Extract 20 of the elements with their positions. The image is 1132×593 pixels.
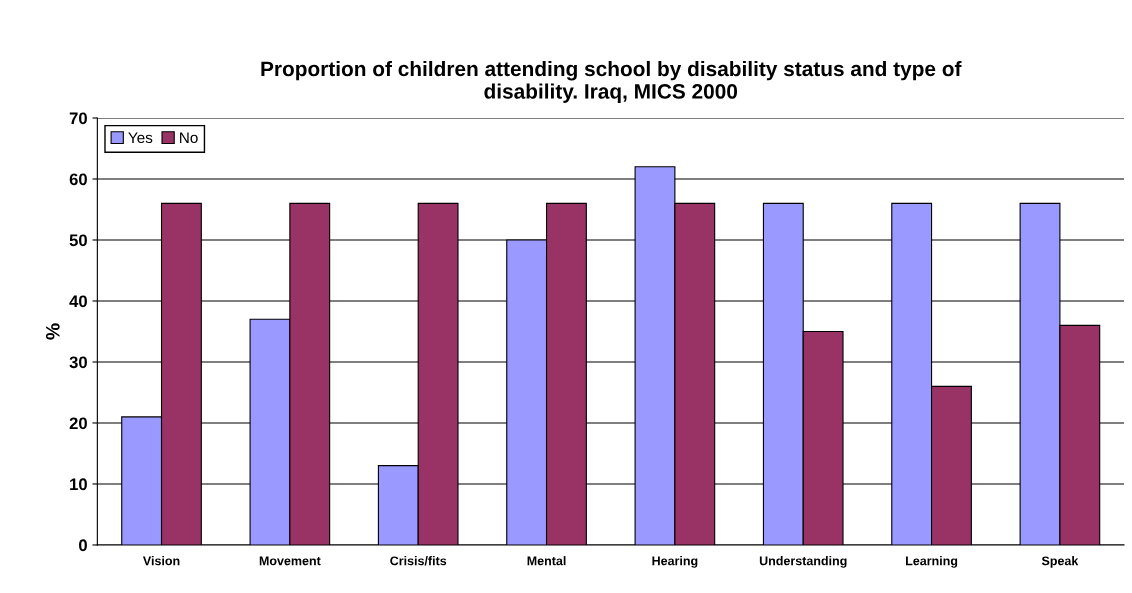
y-tick-label: 0 <box>79 539 87 552</box>
x-tick-label: Speak <box>1041 556 1079 568</box>
y-tick-label: 50 <box>69 234 87 247</box>
x-tick-label: Hearing <box>652 556 698 568</box>
y-tick-label: 10 <box>70 478 87 491</box>
y-tick-label: 70 <box>69 112 87 125</box>
y-tick-label: 60 <box>69 173 87 186</box>
y-tick-label: 40 <box>69 295 87 308</box>
y-axis-title: % <box>45 323 60 340</box>
y-tick-label: 30 <box>69 356 87 369</box>
x-tick-label: Learning <box>906 556 958 568</box>
x-tick-label: Mental <box>527 556 566 566</box>
x-tick-label: Movement <box>259 556 321 566</box>
chart-title: Proportion of children attending school by disability status and type of disability. Iraq, MICS 2000 <box>261 60 962 103</box>
x-tick-label: Crisis/fits <box>390 556 447 566</box>
x-tick-label: Understanding <box>759 556 847 568</box>
x-tick-label: Vision <box>142 556 180 566</box>
y-tick-label: 20 <box>69 417 87 430</box>
legend-label: Yes <box>128 132 153 144</box>
legend-label: No <box>180 132 198 144</box>
